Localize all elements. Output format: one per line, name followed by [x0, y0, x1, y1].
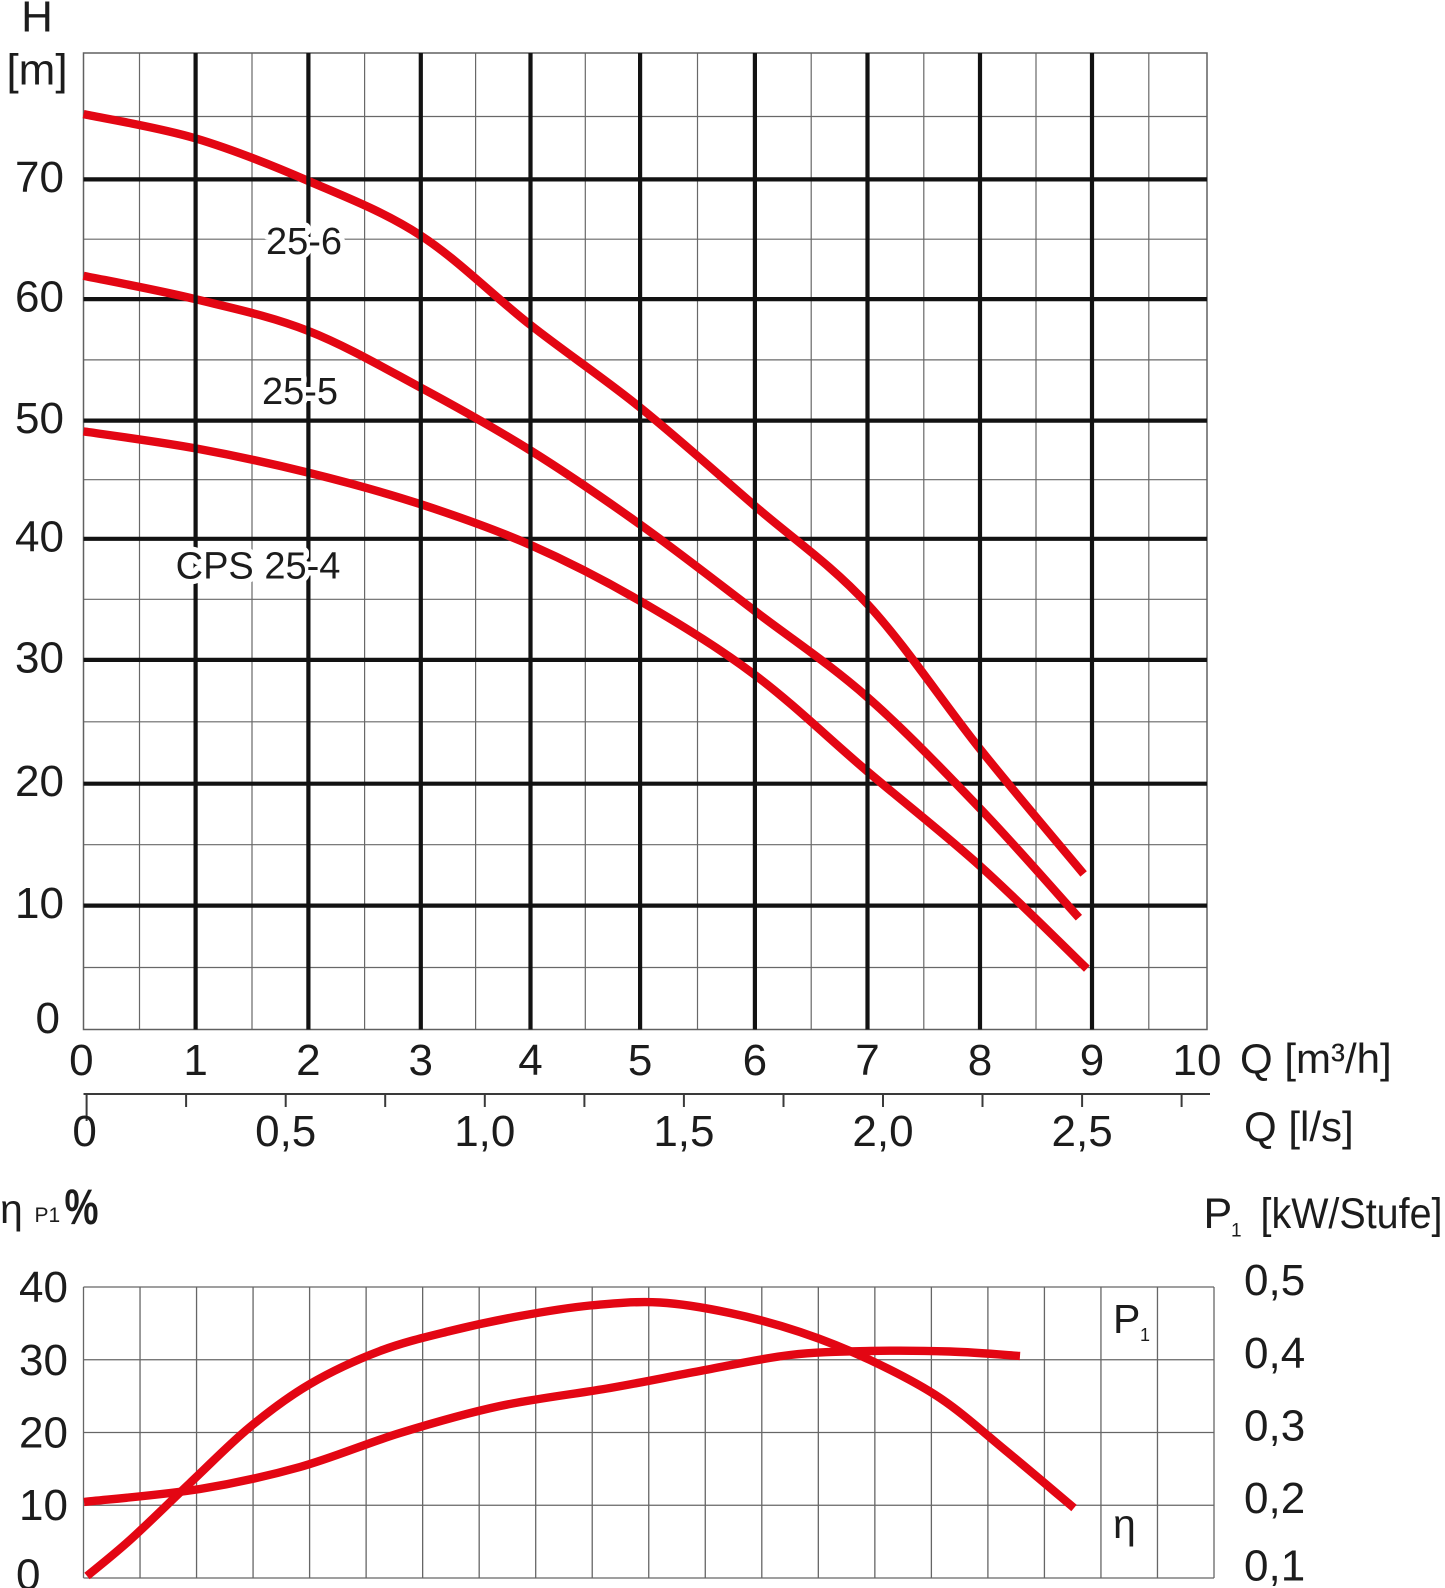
- svg-text:0,5: 0,5: [255, 1107, 316, 1156]
- svg-text:7: 7: [855, 1036, 879, 1085]
- svg-text:[m]: [m]: [6, 46, 67, 95]
- svg-text:10: 10: [15, 879, 64, 928]
- svg-text:4: 4: [518, 1036, 542, 1085]
- svg-text:0: 0: [72, 1107, 96, 1156]
- svg-text:P: P: [1113, 1296, 1140, 1342]
- svg-text:%: %: [65, 1179, 99, 1235]
- svg-text:Q [m³/h]: Q [m³/h]: [1240, 1035, 1392, 1082]
- svg-text:30: 30: [19, 1336, 68, 1385]
- svg-text:3: 3: [409, 1036, 433, 1085]
- svg-text:η: η: [1113, 1501, 1136, 1547]
- svg-text:25-6: 25-6: [266, 221, 342, 263]
- svg-text:P: P: [1204, 1190, 1233, 1238]
- svg-text:Q [l/s]: Q [l/s]: [1244, 1103, 1354, 1150]
- svg-text:0,2: 0,2: [1244, 1474, 1305, 1523]
- svg-text:30: 30: [15, 633, 64, 682]
- svg-text:CPS 25-4: CPS 25-4: [176, 546, 341, 588]
- svg-text:1: 1: [1140, 1325, 1150, 1345]
- svg-text:2,5: 2,5: [1052, 1107, 1113, 1156]
- svg-text:0: 0: [36, 994, 60, 1043]
- svg-text:η: η: [0, 1186, 23, 1232]
- svg-text:[kW/Stufe]: [kW/Stufe]: [1261, 1190, 1443, 1238]
- svg-text:1: 1: [1231, 1221, 1242, 1242]
- svg-text:10: 10: [19, 1481, 68, 1530]
- svg-text:0,5: 0,5: [1244, 1256, 1305, 1305]
- svg-text:8: 8: [968, 1036, 992, 1085]
- svg-text:1,0: 1,0: [454, 1107, 515, 1156]
- svg-text:1,5: 1,5: [653, 1107, 714, 1156]
- svg-text:2: 2: [296, 1036, 320, 1085]
- svg-text:25-5: 25-5: [262, 371, 338, 413]
- svg-text:9: 9: [1080, 1036, 1104, 1085]
- svg-text:10: 10: [1173, 1036, 1222, 1085]
- svg-text:H: H: [21, 0, 53, 42]
- svg-text:2,0: 2,0: [852, 1107, 913, 1156]
- svg-text:50: 50: [15, 394, 64, 443]
- svg-text:1: 1: [183, 1036, 207, 1085]
- svg-text:60: 60: [15, 273, 64, 322]
- svg-text:70: 70: [15, 153, 64, 202]
- svg-text:6: 6: [743, 1036, 767, 1085]
- svg-text:20: 20: [19, 1409, 68, 1458]
- svg-text:5: 5: [628, 1036, 652, 1085]
- svg-text:40: 40: [19, 1263, 68, 1312]
- svg-text:40: 40: [15, 512, 64, 561]
- svg-text:0,1: 0,1: [1244, 1541, 1305, 1588]
- svg-text:P1: P1: [35, 1204, 61, 1227]
- svg-text:0: 0: [69, 1036, 93, 1085]
- svg-text:20: 20: [15, 757, 64, 806]
- svg-text:0,4: 0,4: [1244, 1329, 1305, 1378]
- svg-text:0,3: 0,3: [1244, 1402, 1305, 1451]
- svg-text:0: 0: [16, 1551, 40, 1588]
